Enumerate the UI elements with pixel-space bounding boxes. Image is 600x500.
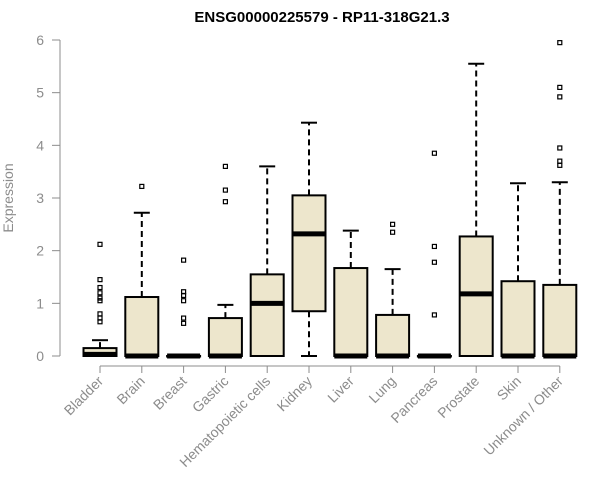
outlier-point <box>97 290 103 296</box>
box-unknown-other <box>542 40 578 359</box>
box-kidney <box>291 121 327 357</box>
box-breast <box>166 257 202 359</box>
outlier-point <box>181 315 187 321</box>
outlier-point <box>222 199 228 205</box>
box-body <box>500 280 536 358</box>
outlier-point <box>557 162 563 168</box>
outlier-point <box>139 183 145 190</box>
outlier-point <box>97 319 103 325</box>
outlier-point <box>222 163 228 169</box>
y-axis-label: Expression <box>0 163 16 232</box>
y-tick-label: 3 <box>36 190 44 206</box>
box-body <box>124 296 160 358</box>
box-body <box>375 313 411 358</box>
outlier-point <box>431 312 437 318</box>
outlier-point <box>97 277 103 283</box>
box-pancreas <box>416 150 452 359</box>
outlier-point <box>97 298 103 304</box>
box-gastric <box>207 163 243 359</box>
outlier-point <box>97 311 103 317</box>
x-tick-label: Liver <box>324 373 357 406</box>
outlier-point <box>97 284 103 291</box>
x-tick-label: Unknown / Other <box>480 373 566 459</box>
outlier-point <box>390 221 396 227</box>
box-body <box>207 317 243 357</box>
box-hematopoietic-cells <box>249 165 285 357</box>
x-tick-label: Brain <box>113 373 147 407</box>
outlier-point <box>557 94 563 100</box>
chart-title: ENSG00000225579 - RP11-318G21.3 <box>194 9 449 26</box>
x-tick-label: Prostate <box>434 373 482 421</box>
box-brain <box>124 183 160 359</box>
outlier-point <box>181 320 187 326</box>
outlier-point <box>181 257 187 263</box>
x-tick-label: Lung <box>365 373 398 406</box>
box-body <box>542 283 578 357</box>
box-bladder <box>82 241 118 358</box>
box-skin <box>500 182 536 359</box>
outlier-point <box>97 295 103 301</box>
box-liver <box>333 229 369 359</box>
x-tick-label: Breast <box>150 373 190 413</box>
outlier-point <box>431 259 437 265</box>
box-body <box>333 267 369 357</box>
boxes-group <box>82 40 578 359</box>
y-tick-label: 0 <box>36 348 44 364</box>
y-tick-label: 5 <box>36 85 44 101</box>
y-tick-label: 4 <box>36 137 44 153</box>
x-tick-label: Bladder <box>61 373 107 419</box>
outlier-point <box>390 229 396 235</box>
outlier-point <box>431 150 437 156</box>
outlier-point <box>557 145 563 151</box>
outlier-point <box>557 40 563 46</box>
outlier-point <box>181 292 187 299</box>
box-body <box>249 273 285 357</box>
box-lung <box>375 221 411 359</box>
box-body <box>291 194 327 313</box>
outlier-point <box>97 241 103 247</box>
outlier-point <box>181 298 187 304</box>
x-tick-label: Kidney <box>274 373 316 415</box>
outlier-point <box>557 158 563 164</box>
y-tick-label: 6 <box>36 32 44 48</box>
outlier-point <box>557 84 563 91</box>
outlier-point <box>431 243 437 250</box>
x-tick-label: Skin <box>494 373 525 404</box>
outlier-point <box>222 187 228 193</box>
y-axis: 0 1 2 3 4 5 6 <box>36 32 61 364</box>
y-tick-label: 2 <box>36 243 44 259</box>
y-tick-label: 1 <box>36 295 44 311</box>
box-prostate <box>458 62 494 358</box>
